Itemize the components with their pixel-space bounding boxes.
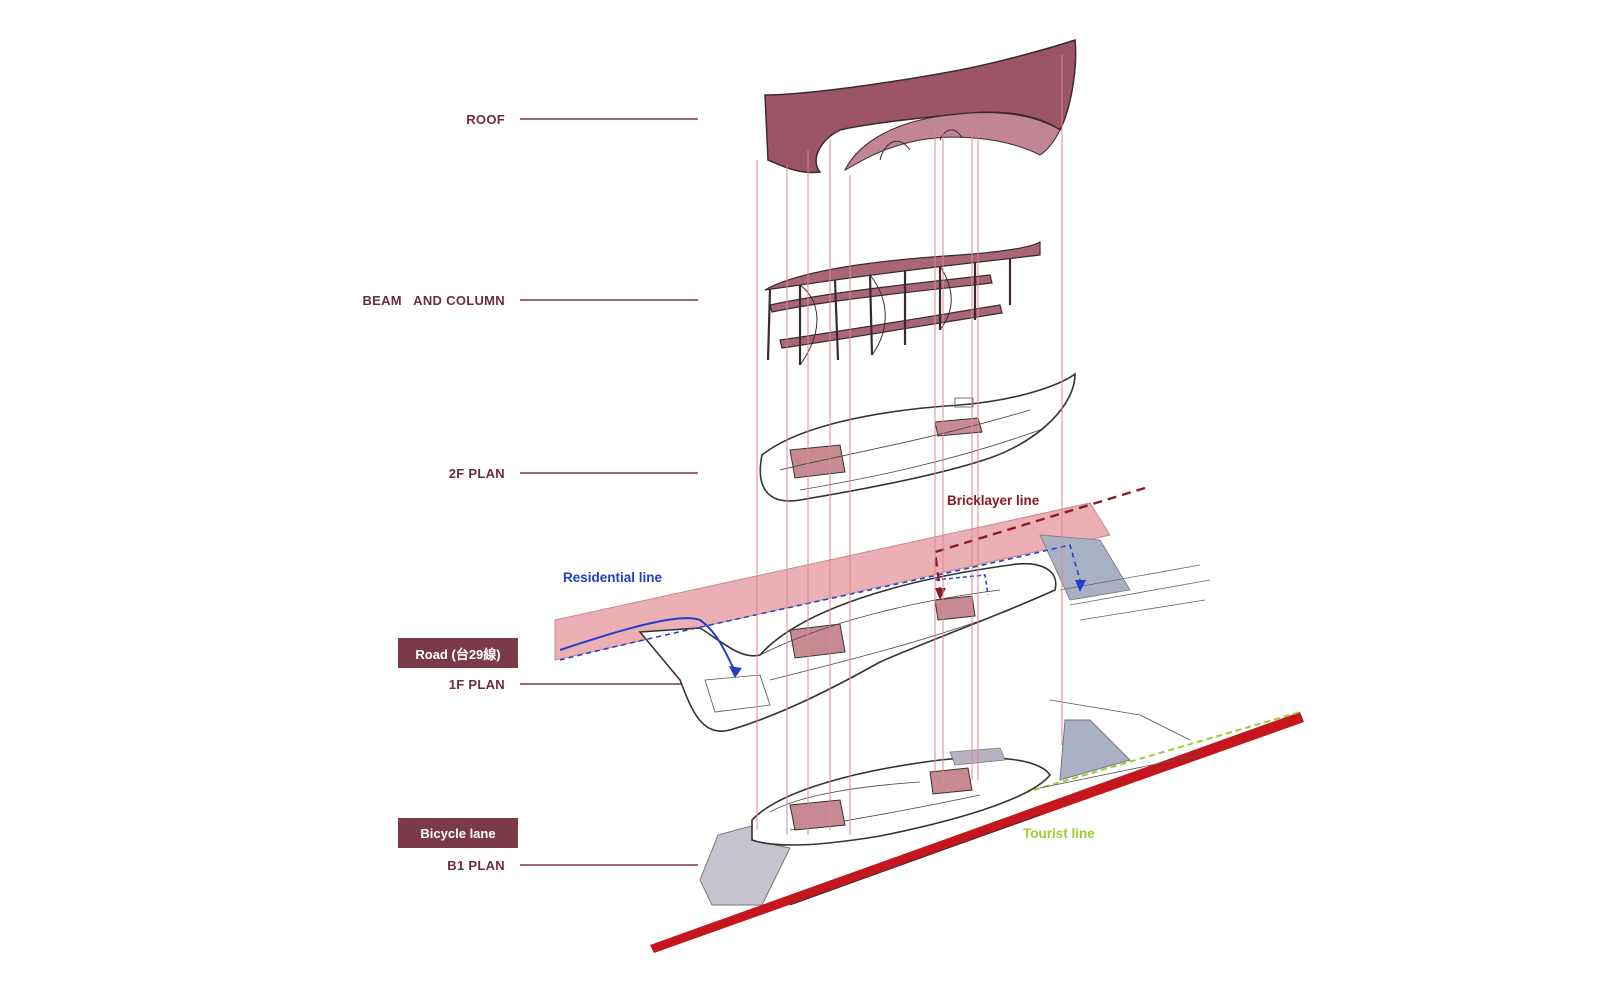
bricklayer-line-label: Bricklayer line — [947, 493, 1040, 508]
residential-line-label: Residential line — [563, 570, 663, 585]
layer-label-roof: ROOF — [466, 112, 505, 127]
residential-arrowhead — [729, 666, 742, 678]
bicycle-lane-tag: Bicycle lane — [398, 818, 518, 848]
roof-drawing — [764, 38, 1077, 174]
2f-plan-drawing — [759, 372, 1076, 502]
b1-plan-drawing — [699, 699, 1201, 906]
projection-lines — [756, 55, 1063, 835]
bricklayer-route — [933, 486, 1146, 591]
layer-label-beam-column: BEAM AND COLUMN — [362, 293, 505, 308]
layer-label-b1-plan: B1 PLAN — [447, 858, 505, 873]
layer-label-2f-plan: 2F PLAN — [448, 466, 505, 481]
residential-route-dashed — [559, 544, 1081, 661]
road-band — [554, 502, 1111, 661]
beam-column-drawing — [764, 240, 1041, 366]
layer-label-1f-plan: 1F PLAN — [448, 677, 505, 692]
road-tag: Road (台29線) — [398, 638, 518, 668]
residential-route-solid — [559, 617, 736, 673]
bicycle-lane-band — [650, 712, 1304, 953]
tourist-line-label: Tourist line — [1023, 826, 1095, 841]
leader-lines — [520, 118, 698, 866]
